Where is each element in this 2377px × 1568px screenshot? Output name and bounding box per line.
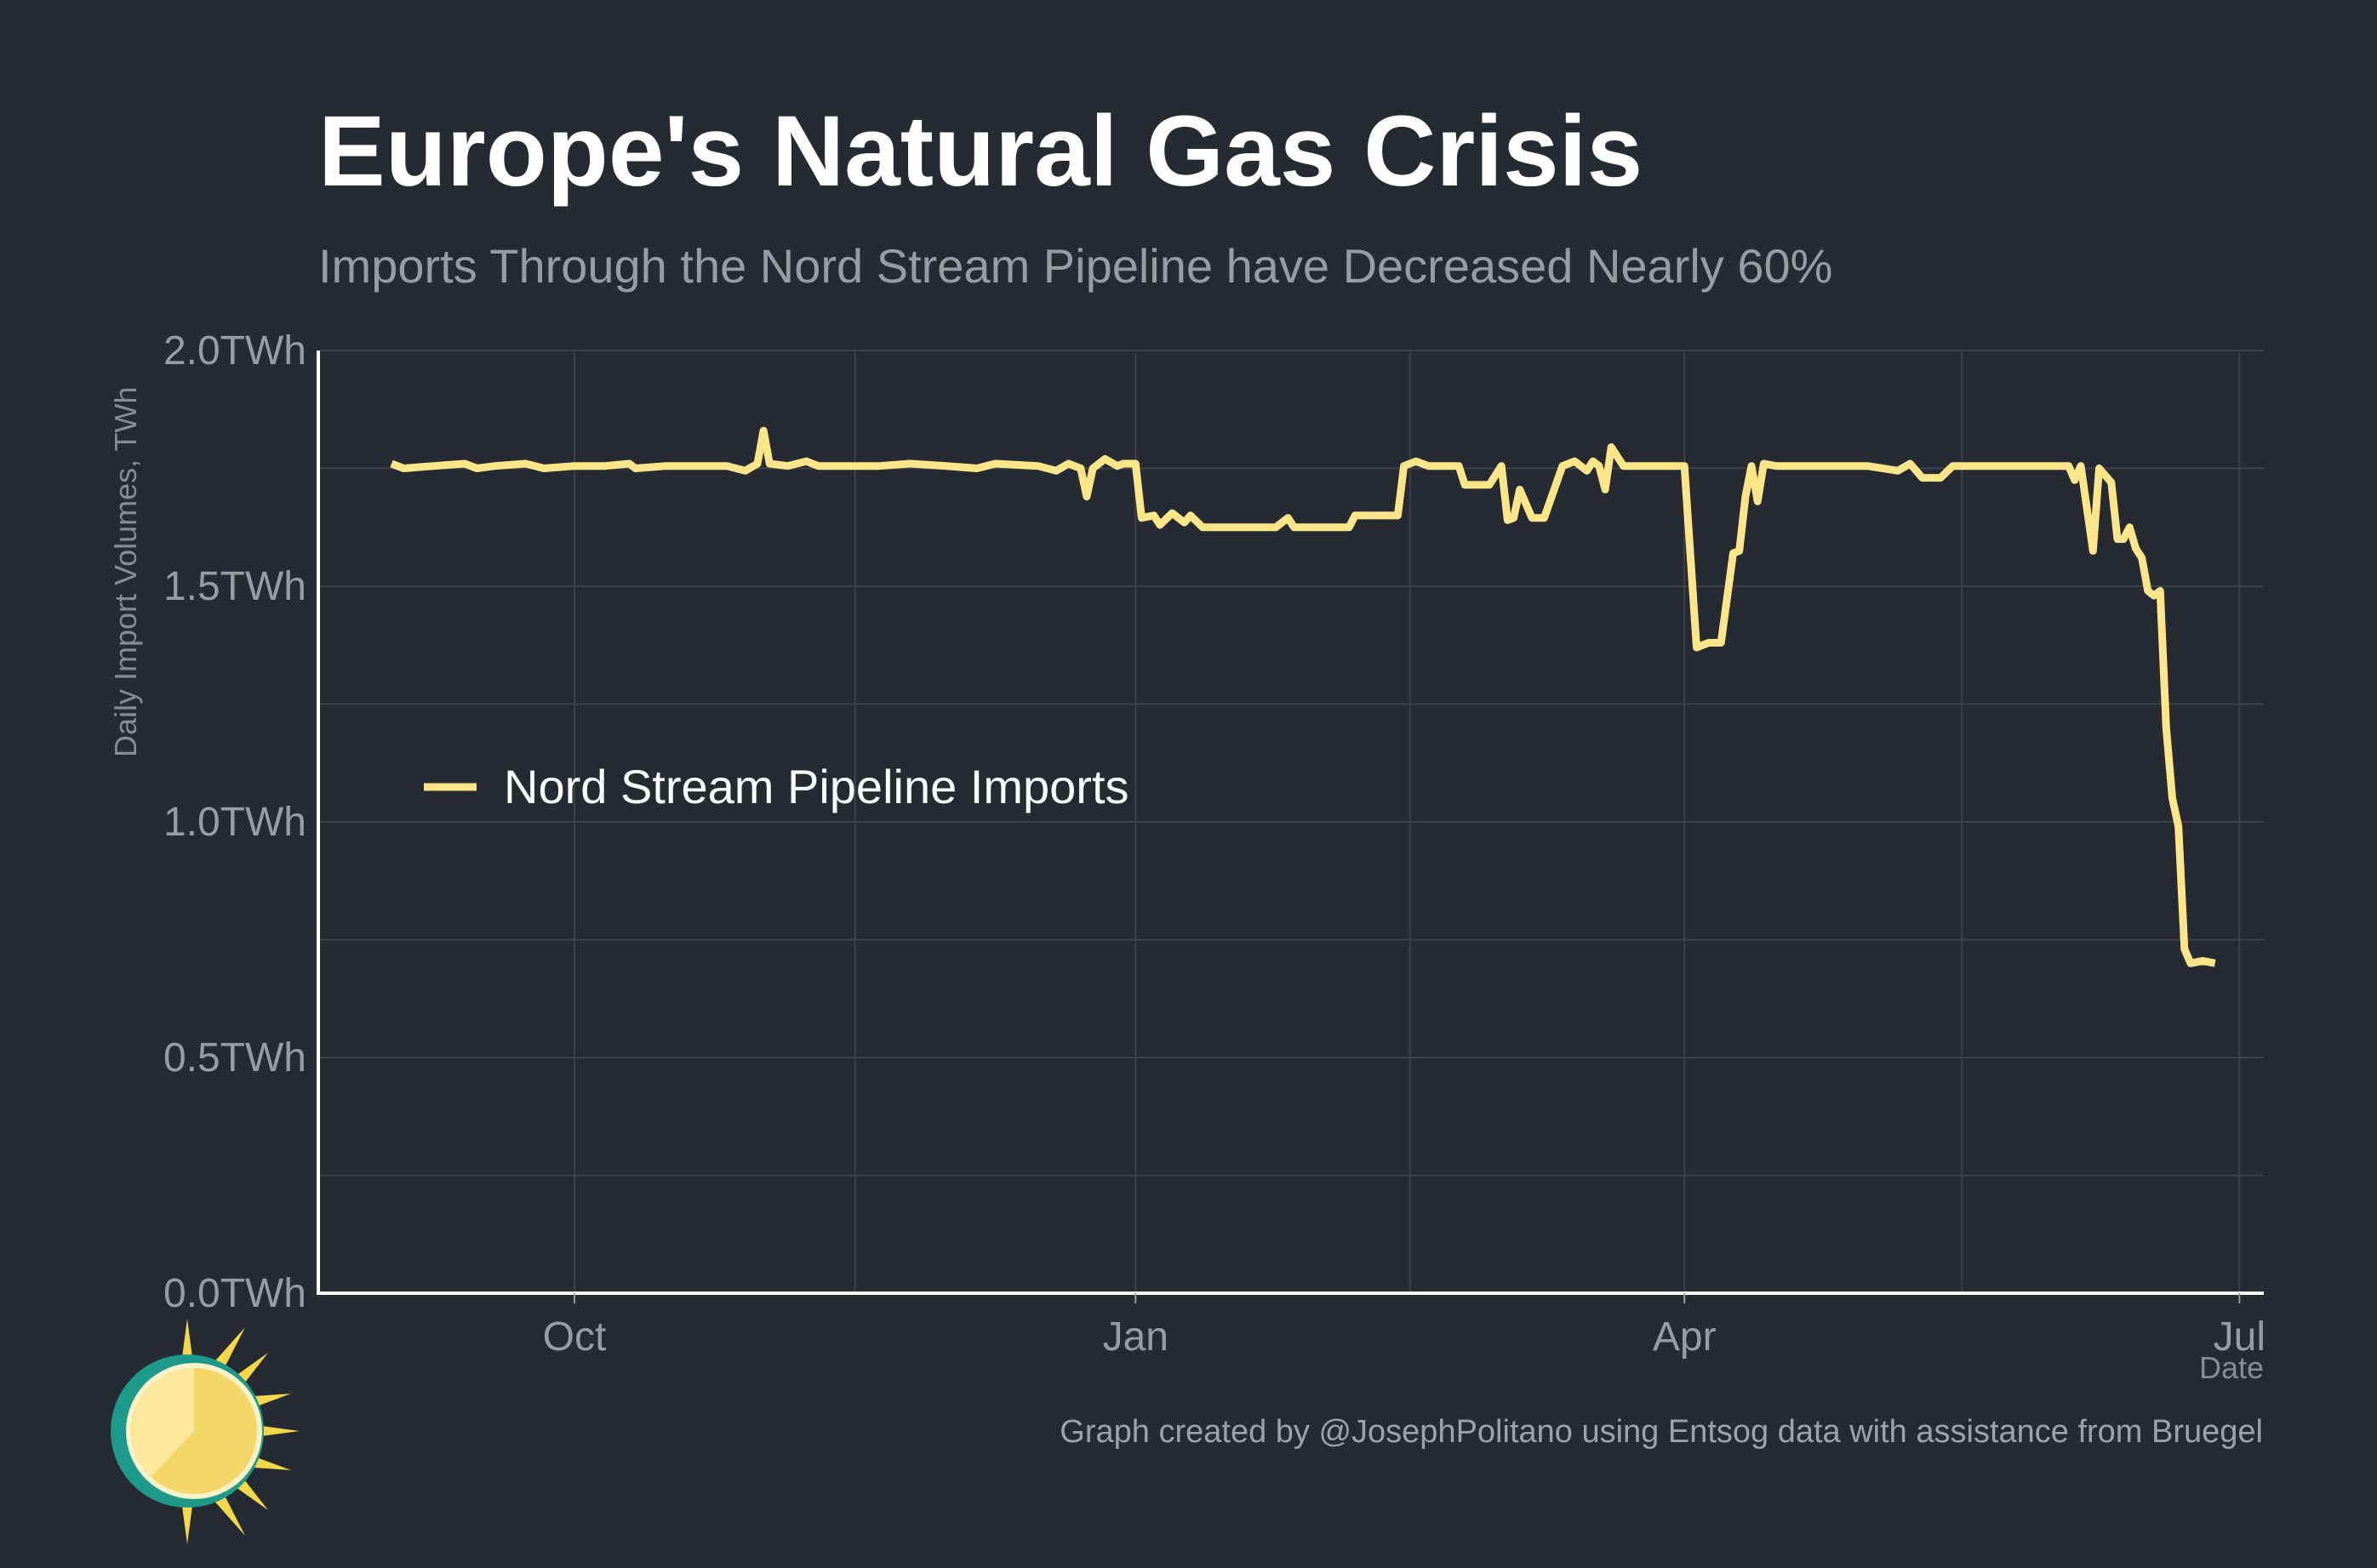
gridlines xyxy=(318,350,2264,1293)
y-tick-label: 0.0TWh xyxy=(163,1271,306,1316)
y-tick-label: 0.5TWh xyxy=(163,1035,306,1080)
series-line xyxy=(390,426,2216,967)
series-layer xyxy=(390,426,2216,967)
y-tick-label: 1.5TWh xyxy=(163,564,306,609)
y-axis-label: Daily Import Volumes, TWh xyxy=(108,387,143,757)
sun-icon xyxy=(111,1319,300,1544)
x-tick-label: Jan xyxy=(1103,1314,1169,1360)
x-tick-label: Apr xyxy=(1653,1314,1717,1360)
source-caption: Graph created by @JosephPolitano using E… xyxy=(1060,1414,2263,1450)
tick-labels: 0.0TWh 0.5TWh 1.0TWh 1.5TWh 2.0TWh Oct Jan Apr J… xyxy=(163,328,2266,1360)
chart-subtitle: Imports Through the Nord Stream Pipeline… xyxy=(318,239,1833,293)
legend-label: Nord Stream Pipeline Imports xyxy=(504,760,1129,813)
x-tick-label: Jul xyxy=(2214,1314,2266,1360)
chart-title: Europe's Natural Gas Crisis xyxy=(318,95,1643,208)
y-tick-label: 2.0TWh xyxy=(163,328,306,373)
x-tick-label: Oct xyxy=(543,1314,607,1360)
y-tick-label: 1.0TWh xyxy=(163,800,306,845)
x-axis-label: Date xyxy=(2199,1350,2264,1385)
legend: Nord Stream Pipeline Imports xyxy=(424,760,1129,813)
axes xyxy=(317,351,2264,1303)
